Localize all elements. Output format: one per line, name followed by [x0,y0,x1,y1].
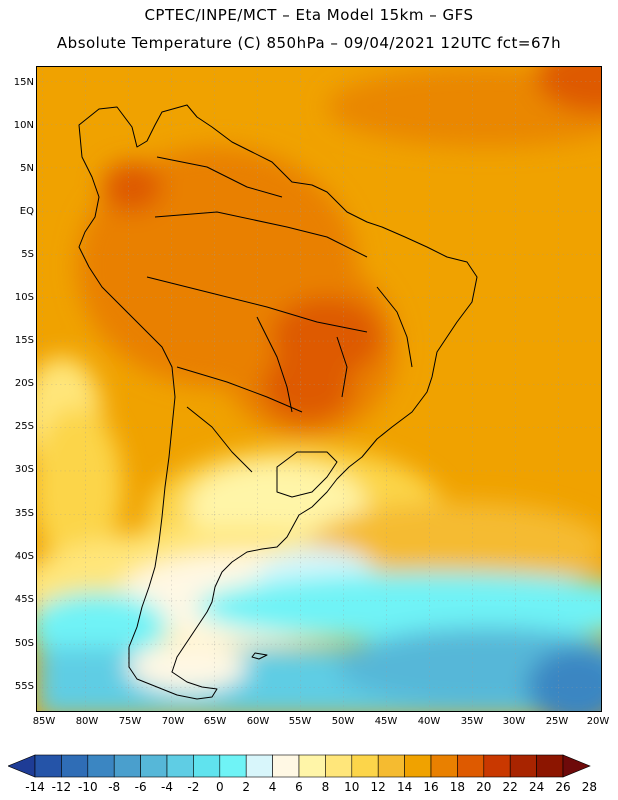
lon-label: 30W [502,716,526,727]
lat-label: 5N [20,163,34,174]
colorbar-swatch [325,754,353,778]
colorbar-swatch [404,754,432,778]
colorbar-label: -14 [25,780,45,794]
colorbar-swatch [219,754,247,778]
colorbar-swatch [34,754,62,778]
lat-label: 45S [14,594,34,605]
map-title-line-1: CPTEC/INPE/MCT – Eta Model 15km – GFS [144,6,474,24]
colorbar-swatch [430,754,458,778]
colorbar-label: 26 [555,780,571,794]
colorbar-arrow-right [562,754,591,778]
lat-label: 30S [14,464,34,475]
lat-label: 20S [14,378,34,389]
colorbar-label: 10 [344,780,360,794]
coastlines [78,104,478,700]
map-canvas [37,67,601,711]
lat-label: 40S [14,551,34,562]
colorbar-swatch [298,754,326,778]
colorbar-label: 22 [502,780,518,794]
lat-label: 35S [14,508,34,519]
lat-label: 15S [14,335,34,346]
lon-label: 35W [460,716,484,727]
colorbar-label: -10 [77,780,98,794]
lon-label: 45W [374,716,398,727]
colorbar-label: -4 [161,780,173,794]
temperature-map[interactable] [36,66,602,712]
lon-label: 75W [118,716,142,727]
colorbar-label: 0 [215,780,224,794]
lat-label: 50S [14,638,34,649]
colorbar-swatch [193,754,221,778]
colorbar-label: -8 [108,780,121,794]
lat-label: 55S [14,681,34,692]
lat-label: 25S [14,421,34,432]
lon-label: 20W [586,716,610,727]
lon-label: 50W [331,716,355,727]
colorbar-swatch [113,754,141,778]
colorbar-arrow-left [8,754,36,778]
colorbar-swatch [351,754,379,778]
map-title-line-2: Absolute Temperature (C) 850hPa – 09/04/… [56,34,562,52]
lon-label: 80W [75,716,99,727]
colorbar-label: -6 [134,780,147,794]
colorbar-label: 16 [423,780,439,794]
lon-label: 65W [203,716,227,727]
colorbar-label: 20 [476,780,492,794]
colorbar-swatch [377,754,405,778]
lon-label: 60W [246,716,270,727]
colorbar-swatch [457,754,485,778]
colorbar-label: 4 [268,780,277,794]
colorbar-swatch [61,754,89,778]
colorbar-swatch [245,754,273,778]
colorbar-label: -12 [51,780,72,794]
colorbar-label: 8 [321,780,330,794]
lon-label: 70W [161,716,185,727]
lon-label: 25W [545,716,569,727]
lat-label: 15N [13,77,34,88]
colorbar-swatch [536,754,564,778]
colorbar-label: 14 [396,780,413,794]
colorbar-label: 2 [242,780,250,794]
lat-label: EQ [19,206,34,217]
lat-label: 10N [13,120,34,131]
colorbar-swatch [483,754,511,778]
lat-label: 10S [14,292,34,303]
colorbar-label: 18 [449,780,466,794]
colorbar-swatch [509,754,537,778]
lat-label: 5S [21,249,34,260]
temperature-colorbar [8,754,591,778]
lon-label: 85W [32,716,56,727]
colorbar-swatch [140,754,168,778]
colorbar-swatch [272,754,300,778]
colorbar-swatch [87,754,115,778]
colorbar-label: 24 [528,780,545,794]
colorbar-label: 12 [370,780,386,794]
lon-label: 55W [288,716,312,727]
lon-label: 40W [417,716,441,727]
colorbar-label: -2 [187,780,200,794]
colorbar-label: 28 [581,780,598,794]
colorbar-swatch [166,754,194,778]
colorbar-label: 6 [295,780,303,794]
